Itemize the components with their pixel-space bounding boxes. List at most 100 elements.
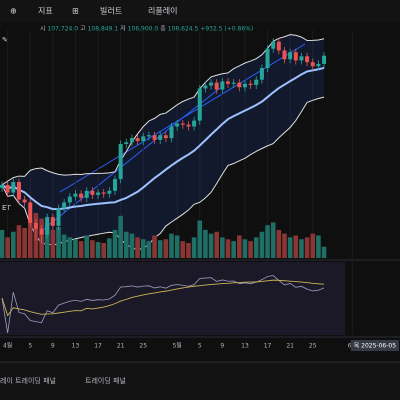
band-lower [1, 96, 325, 251]
volume-bar [56, 227, 61, 258]
ohlc-legend: 시 107,724.0 고 108,849.1 저 106,900.0 종 108,624.5… [40, 25, 253, 33]
candle-body [62, 202, 67, 209]
candle-body [163, 135, 168, 139]
x-tick-label: 5 [28, 343, 32, 350]
layout-icon[interactable]: ⊞ [72, 7, 79, 16]
candle-body [305, 56, 310, 63]
volume-bar [124, 231, 129, 258]
candle-body [141, 136, 146, 142]
panel-tab[interactable]: 트레이딩 패널 [85, 376, 126, 385]
candle-body [152, 135, 157, 140]
volume-bar [276, 229, 282, 258]
candle-body [276, 41, 281, 51]
rsi-line [1, 275, 325, 334]
volume-bar [248, 241, 253, 258]
volume-bar [67, 237, 73, 258]
volume-bar [78, 241, 84, 258]
x-tick-label: 13 [72, 343, 80, 350]
volume-bar [84, 235, 90, 258]
candle-body [96, 192, 101, 195]
volume-bar [135, 237, 140, 258]
volume-bar [242, 239, 248, 258]
candle-body [73, 193, 78, 197]
rsi-average [1, 279, 325, 317]
candle-body [203, 85, 208, 89]
ohlc-item: 106,900.0 [128, 26, 159, 33]
candle-body [67, 196, 72, 203]
indicators-button[interactable]: 지표 [38, 7, 53, 16]
volume-bar [61, 234, 67, 258]
x-tick-label: 5월 [172, 342, 181, 350]
volume-bar [186, 243, 191, 258]
replay-button[interactable]: 리플레이 [148, 6, 177, 16]
volume-bar [5, 237, 10, 258]
candle-body [316, 63, 321, 67]
candle-body [231, 82, 236, 84]
x-tick-label: 25 [309, 343, 317, 350]
candle-body [84, 190, 89, 198]
volume-bar [146, 241, 152, 258]
candle-body [310, 62, 315, 67]
candle-body [271, 41, 276, 49]
volume-bar [299, 239, 304, 258]
volume-bar [118, 215, 123, 258]
candle-body [254, 79, 259, 85]
volume-bar [237, 235, 242, 258]
volume-bar [95, 242, 101, 258]
pencil-icon[interactable]: ✎ [2, 36, 8, 44]
crosshair-date: 목 2025-06-05 [354, 343, 396, 350]
ohlc-item: 고 [80, 26, 86, 33]
symbol-label: ET [2, 204, 11, 212]
x-tick-label: 4월 [3, 342, 12, 350]
candle-body [5, 184, 10, 193]
candle-body [101, 192, 106, 194]
volume-bar [191, 237, 197, 258]
candle-body [322, 55, 327, 64]
candle-body [11, 182, 16, 193]
x-tick-label: 17 [264, 343, 272, 350]
panel-tab[interactable]: 레이 트레이딩 패널 [0, 376, 56, 385]
volume-bar [282, 233, 287, 258]
volume-bar [174, 235, 180, 258]
add-icon[interactable]: ⊕ [10, 7, 17, 16]
ohlc-item: 107,724.0 [48, 26, 79, 33]
candle-body [192, 120, 197, 127]
volume-bar [253, 237, 259, 258]
volume-bar [27, 220, 33, 258]
candle-body [79, 193, 84, 198]
crosshair-date-box [350, 340, 399, 351]
candle-body [39, 228, 44, 235]
candle-body [237, 82, 242, 88]
volume-bar [321, 246, 327, 258]
volume-bar [90, 240, 95, 258]
ohlc-item: 108,849.1 [88, 26, 119, 33]
band-basis [1, 66, 325, 211]
candle-body [158, 135, 163, 140]
volume-bar [22, 228, 27, 258]
volume-bar [214, 231, 219, 258]
alert-button[interactable]: 빌러트 [100, 6, 122, 16]
candle-body [16, 182, 21, 200]
candle-body [180, 123, 185, 125]
volume-bar [225, 239, 231, 258]
volume-bar [140, 239, 146, 258]
ohlc-item: 저 [120, 25, 126, 33]
candle-body [33, 222, 38, 229]
candle-body [107, 190, 112, 194]
candle-body [242, 83, 247, 88]
x-tick-label: 21 [286, 343, 294, 350]
volume-bar [101, 243, 106, 258]
candle-body [282, 50, 287, 60]
volume-bar [304, 237, 310, 258]
candle-body [299, 56, 304, 61]
volume-bar [231, 241, 236, 258]
candle-body [226, 81, 230, 84]
volume-bar [220, 237, 225, 258]
candle-body [197, 88, 202, 121]
volume-bar [293, 235, 299, 258]
candle-body [248, 83, 253, 85]
volume-bar [310, 233, 316, 258]
volume-bar [112, 229, 118, 258]
volume-bar [287, 237, 293, 258]
